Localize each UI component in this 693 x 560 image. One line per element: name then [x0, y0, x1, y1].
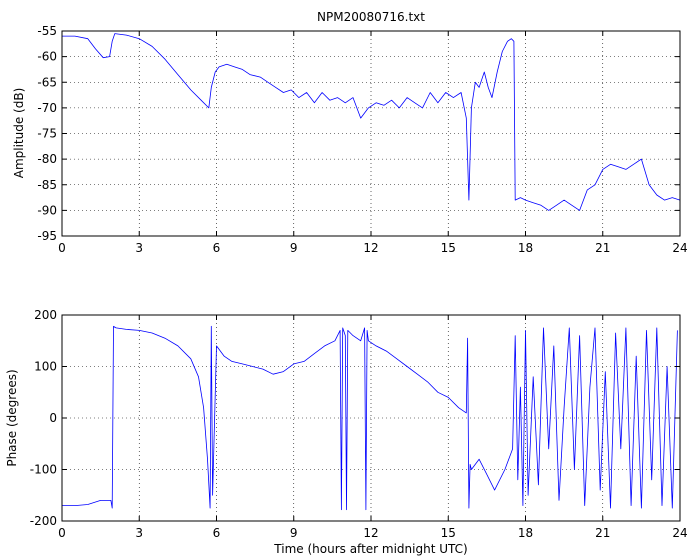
amplitude-subplot: NPM20080716.txt 0 3 6 9 12 15 18 21 24 -55 -60 -65 -…	[12, 10, 688, 255]
phase-xtick-label-2: 6	[213, 526, 221, 540]
phase-ytick-label-0: 200	[34, 308, 57, 322]
phase-ytick-label-3: -100	[30, 463, 57, 477]
amplitude-xtick-label-3: 9	[290, 241, 298, 255]
amplitude-xtick-label-0: 0	[58, 241, 66, 255]
phase-xtick-label-3: 9	[290, 526, 298, 540]
phase-xlabel: Time (hours after midnight UTC)	[273, 542, 467, 556]
phase-grid	[62, 315, 680, 521]
phase-xtick-label-5: 15	[441, 526, 456, 540]
amplitude-ytick-label-1: -60	[37, 50, 57, 64]
amplitude-ytick-label-0: -55	[37, 24, 57, 38]
phase-xtick-label-8: 24	[672, 526, 687, 540]
phase-xtick-label-1: 3	[135, 526, 143, 540]
amplitude-ytick-label-3: -70	[37, 101, 57, 115]
phase-ytick-label-1: 100	[34, 360, 57, 374]
amplitude-xtick-label-5: 15	[441, 241, 456, 255]
amplitude-ytick-label-8: -95	[37, 229, 57, 243]
amplitude-ylabel: Amplitude (dB)	[12, 88, 26, 179]
phase-ylabel: Phase (degrees)	[5, 369, 19, 466]
amplitude-xtick-label-1: 3	[135, 241, 143, 255]
amplitude-xtick-label-7: 21	[595, 241, 610, 255]
phase-xtick-label-0: 0	[58, 526, 66, 540]
amplitude-xtick-label-8: 24	[672, 241, 687, 255]
amplitude-ticks: 0 3 6 9 12 15 18 21 24 -55 -60 -65 -70 -75 -80 -85 -90 -9…	[37, 24, 687, 255]
amplitude-xtick-label-4: 12	[363, 241, 378, 255]
phase-xtick-label-4: 12	[363, 526, 378, 540]
phase-xtick-label-7: 21	[595, 526, 610, 540]
phase-ticks: 0 3 6 9 12 15 18 21 24 200 100 0 -100 -200	[30, 308, 688, 540]
amplitude-title: NPM20080716.txt	[317, 10, 425, 24]
amplitude-ytick-label-7: -90	[37, 203, 57, 217]
amplitude-ytick-label-4: -75	[37, 127, 57, 141]
amplitude-xtick-label-2: 6	[213, 241, 221, 255]
amplitude-grid	[62, 31, 680, 236]
phase-ytick-label-2: 0	[49, 411, 57, 425]
amplitude-series-line	[62, 33, 681, 211]
phase-series-line	[62, 325, 678, 511]
phase-xtick-label-6: 18	[518, 526, 533, 540]
phase-ytick-label-4: -200	[30, 514, 57, 528]
amplitude-xtick-label-6: 18	[518, 241, 533, 255]
amplitude-ytick-label-5: -80	[37, 152, 57, 166]
phase-subplot: 0 3 6 9 12 15 18 21 24 200 100 0 -100 -200 Phase (deg…	[5, 308, 688, 556]
amplitude-ytick-label-6: -85	[37, 178, 57, 192]
amplitude-ytick-label-2: -65	[37, 75, 57, 89]
